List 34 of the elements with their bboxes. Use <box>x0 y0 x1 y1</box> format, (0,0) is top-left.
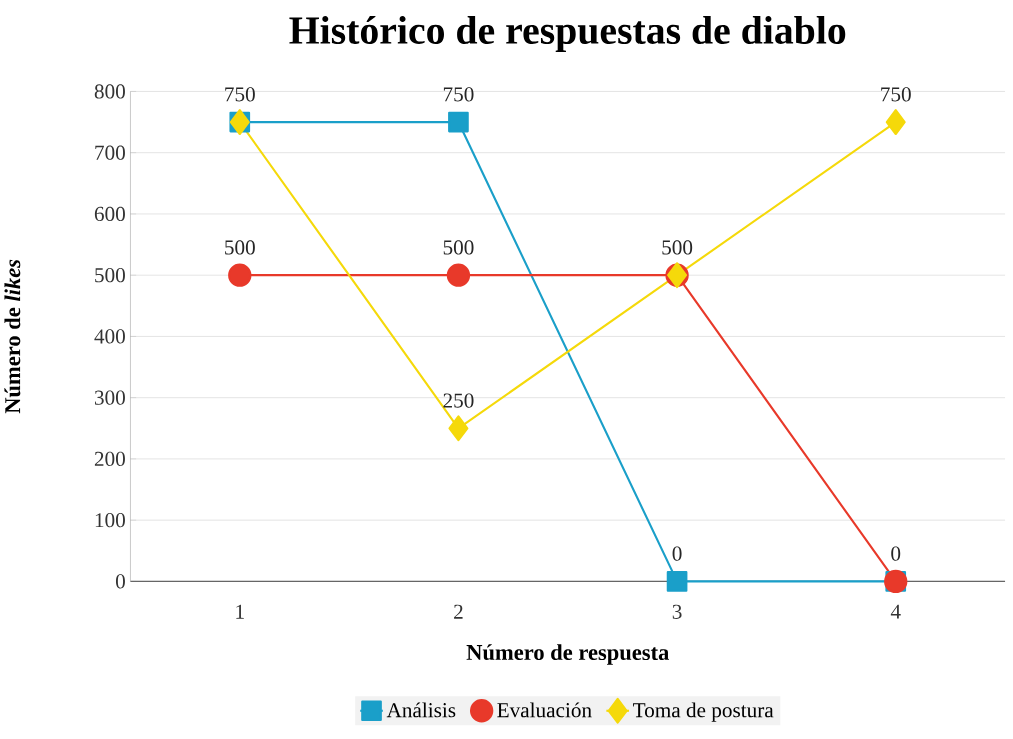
y-tick-label: 700 <box>95 145 125 160</box>
data-label: 750 <box>225 86 255 102</box>
data-label: 750 <box>881 86 911 102</box>
y-tick-label: 400 <box>94 329 125 344</box>
x-axis-title: Número de respuesta <box>466 643 669 665</box>
y-tick-label: 200 <box>94 451 125 466</box>
y-tick-label: 500 <box>95 267 125 283</box>
data-label: 500 <box>662 240 693 255</box>
y-tick-label: 800 <box>94 84 125 99</box>
data-label: 750 <box>443 86 474 102</box>
x-tick-label: 2 <box>454 604 463 619</box>
point <box>885 108 906 135</box>
y-tick-label: 300 <box>94 390 125 405</box>
data-label: 0 <box>891 546 901 561</box>
data-label: 250 <box>443 393 474 408</box>
point <box>448 415 469 442</box>
data-label: 500 <box>225 240 255 255</box>
legend-label: Evaluación <box>497 702 592 718</box>
y-tick-label: 100 <box>95 512 125 528</box>
legend-label: Toma de postura <box>633 702 774 722</box>
y-tick-label: 600 <box>94 206 125 221</box>
chart-title: Histórico de respuestas de diablo <box>289 15 846 52</box>
x-tick-label: 3 <box>672 604 682 619</box>
point <box>446 263 471 287</box>
data-label: 500 <box>443 240 474 255</box>
point <box>666 570 688 592</box>
y-axis-title: Número de likes <box>4 259 21 414</box>
legend-label: Análisis <box>386 702 456 718</box>
point <box>228 263 252 287</box>
x-tick-label: 1 <box>236 604 244 619</box>
point <box>448 111 469 133</box>
y-tick-label: 0 <box>115 574 125 589</box>
x-tick-label: 4 <box>890 604 901 619</box>
data-label: 0 <box>672 546 682 561</box>
